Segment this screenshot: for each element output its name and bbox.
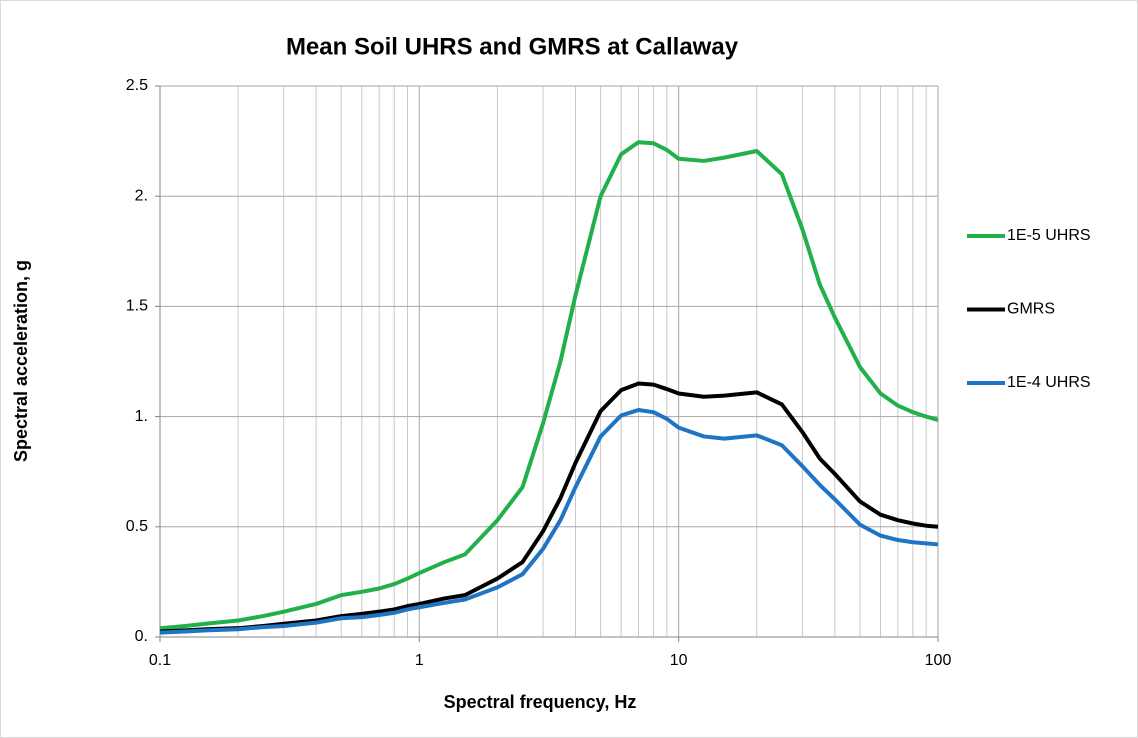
chart-title: Mean Soil UHRS and GMRS at Callaway: [286, 33, 739, 60]
y-tick-label: 1.: [135, 408, 148, 425]
y-tick-label: 2.: [135, 187, 148, 204]
x-axis-title: Spectral frequency, Hz: [444, 692, 637, 712]
y-axis-title: Spectral acceleration, g: [11, 260, 31, 462]
y-tick-label: 2.5: [126, 77, 148, 94]
series-line: [159, 407, 939, 635]
y-tick-label: 1.5: [126, 298, 148, 315]
x-tick-label: 10: [670, 652, 688, 669]
x-tick-label: 1: [415, 652, 424, 669]
y-tick-label: 0.5: [126, 518, 148, 535]
legend-label: 1E-4 UHRS: [1007, 374, 1091, 391]
y-tick-label: 0.: [135, 628, 148, 645]
series-line: [159, 140, 939, 631]
x-tick-label: 100: [925, 652, 952, 669]
legend-label: 1E-5 UHRS: [1007, 227, 1091, 244]
x-tick-label: 0.1: [149, 652, 171, 669]
series-line: [159, 381, 939, 634]
legend-label: GMRS: [1007, 301, 1055, 318]
